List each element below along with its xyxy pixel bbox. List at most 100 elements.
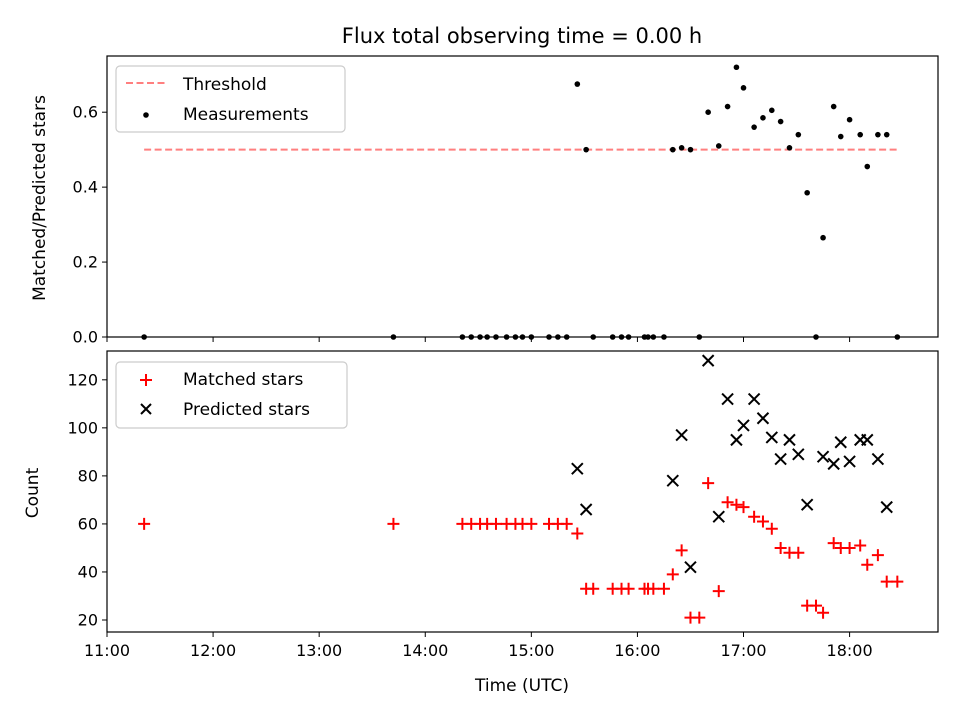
top-y-tick-label: 0.6 bbox=[73, 103, 98, 122]
bottom-x-tick-label: 12:00 bbox=[190, 641, 236, 660]
measurements-point bbox=[705, 109, 711, 115]
predicted-stars-point bbox=[579, 503, 593, 516]
matched-stars-point bbox=[891, 575, 904, 588]
bottom-legend-box bbox=[115, 361, 348, 429]
legend-measurements-swatch bbox=[143, 112, 149, 118]
measurements-point bbox=[830, 103, 837, 110]
matched-stars-point bbox=[138, 517, 151, 530]
matched-stars-point bbox=[774, 541, 787, 554]
legend-threshold-label: Threshold bbox=[182, 75, 267, 95]
top-axes-frame bbox=[106, 55, 939, 338]
predicted-stars-point bbox=[756, 412, 770, 425]
bottom-y-tick-label: 120 bbox=[67, 370, 98, 389]
matched-stars-point bbox=[693, 611, 706, 624]
measurements-point bbox=[875, 131, 881, 138]
measurements-point bbox=[583, 146, 589, 153]
measurements-point bbox=[777, 118, 784, 125]
predicted-stars-point bbox=[880, 500, 893, 514]
legend-matched-swatch bbox=[140, 374, 152, 386]
measurements-point bbox=[837, 133, 844, 140]
measurements-point bbox=[669, 146, 676, 153]
top-plot-area: 0.0 0.2 0.4 0.6 bbox=[73, 55, 939, 347]
matched-stars-point bbox=[666, 568, 679, 581]
matched-stars-point bbox=[712, 585, 725, 598]
predicted-stars-point bbox=[712, 510, 725, 523]
bottom-y-tick-label: 80 bbox=[78, 466, 98, 485]
predicted-stars-point bbox=[747, 392, 761, 406]
matched-stars-point bbox=[730, 498, 743, 511]
matched-stars-point bbox=[489, 517, 502, 530]
measurements-point bbox=[733, 64, 740, 71]
matched-stars-point bbox=[748, 510, 761, 523]
matched-stars-point bbox=[675, 544, 688, 557]
top-y-tick-label: 0.0 bbox=[73, 328, 98, 347]
bottom-x-tick-label: 13:00 bbox=[296, 641, 342, 660]
matched-stars-point bbox=[843, 541, 856, 554]
matched-stars-point bbox=[525, 517, 538, 530]
top-legend: Threshold Measurements bbox=[115, 65, 346, 133]
matched-stars-point bbox=[560, 517, 573, 530]
predicted-stars-point bbox=[737, 419, 750, 432]
predicted-stars-point bbox=[800, 498, 814, 511]
legend-predicted-label: Predicted stars bbox=[183, 400, 310, 420]
measurements-point bbox=[751, 124, 757, 130]
matched-stars-point bbox=[792, 546, 805, 559]
predicted-stars-point bbox=[861, 433, 874, 447]
bottom-plot-area: 11:00 12:00 13:00 14:00 15:00 16:00 17:00 18:00… bbox=[67, 350, 939, 660]
legend-predicted-swatch bbox=[140, 403, 152, 415]
predicted-stars-point bbox=[783, 433, 796, 447]
top-y-tick-label: 0.4 bbox=[73, 178, 98, 197]
matched-stars-point bbox=[756, 515, 769, 528]
measurements-point bbox=[740, 85, 747, 91]
predicted-stars-point bbox=[774, 452, 787, 466]
matched-stars-point bbox=[810, 599, 823, 612]
predicted-stars-point bbox=[666, 474, 679, 487]
bottom-y-tick-label: 60 bbox=[78, 514, 98, 533]
bottom-legend: Matched stars Predicted stars bbox=[115, 361, 348, 429]
bottom-x-tick-label: 11:00 bbox=[84, 641, 130, 660]
measurements-point bbox=[820, 234, 826, 241]
legend-measurements-label: Measurements bbox=[183, 105, 309, 125]
predicted-stars-point bbox=[843, 455, 856, 468]
bottom-x-tick-label: 18:00 bbox=[827, 641, 873, 660]
predicted-stars-point bbox=[684, 560, 697, 574]
matched-stars-point bbox=[657, 582, 670, 595]
bottom-axes-frame bbox=[106, 350, 939, 633]
measurements-point bbox=[715, 143, 722, 149]
matched-stars-point bbox=[737, 501, 750, 514]
predicted-stars-point bbox=[721, 392, 734, 406]
top-panel: Matched/Predicted stars 0.0 0.2 0.4 0.6 Thr… bbox=[30, 55, 939, 347]
measurements-point bbox=[724, 103, 731, 110]
matched-stars-point bbox=[647, 582, 660, 595]
bottom-y-tick-label: 100 bbox=[67, 418, 98, 437]
matched-stars-point bbox=[387, 517, 400, 530]
measurements-point bbox=[687, 146, 694, 153]
matched-stars-point bbox=[817, 606, 830, 619]
matched-stars-point bbox=[765, 522, 778, 535]
measurements-point bbox=[857, 131, 864, 138]
chart-title: Flux total observing time = 0.00 h bbox=[342, 24, 702, 48]
top-y-tick-label: 0.2 bbox=[73, 253, 98, 272]
predicted-stars-point bbox=[701, 354, 715, 367]
bottom-x-tick-label: 17:00 bbox=[720, 641, 766, 660]
measurements-point bbox=[883, 131, 890, 138]
measurements-point bbox=[678, 144, 685, 151]
predicted-stars-point bbox=[765, 431, 779, 444]
measurements-point bbox=[846, 116, 853, 123]
predicted-stars-point bbox=[827, 457, 840, 471]
predicted-stars-point bbox=[730, 433, 743, 447]
bottom-y-tick-label: 20 bbox=[78, 610, 98, 629]
matched-stars-point bbox=[721, 496, 734, 509]
top-y-axis-label: Matched/Predicted stars bbox=[30, 95, 50, 301]
matched-stars-point bbox=[854, 539, 867, 552]
legend-matched-label: Matched stars bbox=[183, 370, 303, 390]
matched-stars-point bbox=[880, 575, 893, 588]
predicted-stars-point bbox=[571, 462, 584, 475]
matched-stars-point bbox=[702, 477, 715, 490]
bottom-x-tick-label: 16:00 bbox=[614, 641, 660, 660]
bottom-panel: Count Time (UTC) 11:00 12:00 13:00 14:00 15:… bbox=[23, 350, 939, 696]
matched-stars-point bbox=[871, 549, 884, 562]
measurements-point bbox=[760, 115, 766, 121]
